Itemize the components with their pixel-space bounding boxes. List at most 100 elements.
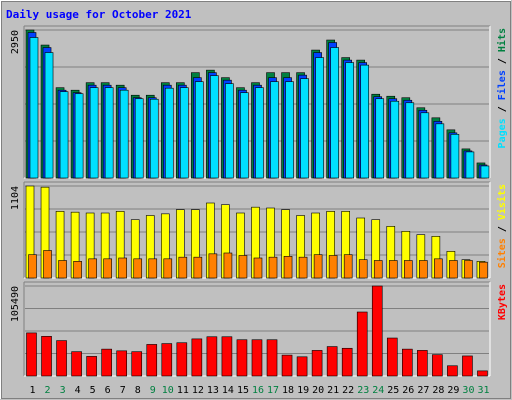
kbytes-panel-bar-kbytes-day-15 [236,339,248,377]
hits-panel-bar-pages-day-20 [315,57,324,179]
visits-panel-bar-sites-day-5 [88,258,97,279]
kbytes-panel-bar-kbytes-day-21 [326,346,338,377]
kbytes-panel: 105490 KBytes [10,281,508,377]
kbytes-panel-bar-kbytes-day-24 [371,285,383,377]
hits-panel-bar-pages-day-25 [390,100,400,179]
visits-panel-legend: Sites / Visits [496,184,508,268]
visits-panel-bar-sites-day-22 [343,254,353,279]
visits-panel-bar-sites-day-7 [118,257,127,279]
day-label-15: 15 [237,385,249,396]
kbytes-panel-bar-kbytes-day-7 [116,350,127,377]
visits-panel-bar-sites-day-17 [268,256,278,279]
kbytes-panel-bar-kbytes-day-17 [266,339,278,377]
hits-panel-bar-pages-day-19 [300,78,309,179]
hits-panel-bar-pages-day-18 [285,81,294,179]
day-label-5: 5 [90,385,96,396]
visits-panel-bar-sites-day-12 [193,256,203,279]
day-label-29: 29 [447,385,459,396]
hits-panel-bar-pages-day-16 [255,87,264,179]
hits-panel-bar-pages-day-5 [89,87,99,179]
kbytes-panel-bar-kbytes-day-18 [281,354,293,377]
kbytes-panel-bar-kbytes-day-13 [206,336,218,377]
visits-panel-bar-sites-day-20 [313,254,323,279]
visits-panel-bar-sites-day-26 [404,260,413,279]
hits-panel-bar-pages-day-22 [345,62,354,179]
visits-panel-bar-sites-day-14 [223,252,233,279]
day-label-9: 9 [150,385,156,396]
visits-panel-bar-sites-day-11 [178,256,188,279]
kbytes-panel-bar-kbytes-day-4 [71,351,82,377]
day-label-2: 2 [45,385,51,396]
chart-panels: 2950 Pages / Files / Hits 1104 Sites / Visi… [10,25,508,377]
kbytes-panel-legend: KBytes [497,284,508,320]
kbytes-panel-bar-kbytes-day-8 [131,351,143,377]
kbytes-panel-bar-kbytes-day-20 [311,350,323,377]
kbytes-panel-bar-kbytes-day-11 [176,342,188,377]
visits-panel-bar-sites-day-21 [328,255,338,279]
hits-panel-bar-pages-day-24 [375,98,385,179]
day-label-11: 11 [177,385,189,396]
day-label-7: 7 [120,385,126,396]
hits-panel-bar-pages-day-1 [29,37,39,179]
day-label-3: 3 [60,385,66,396]
kbytes-panel-bar-kbytes-day-9 [146,344,158,377]
day-label-23: 23 [357,385,369,396]
hits-panel-bar-pages-day-29 [450,134,460,179]
hits-panel-bar-pages-day-31 [480,165,490,179]
visits-panel-bar-sites-day-30 [464,260,473,279]
day-label-27: 27 [417,385,429,396]
hits-panel-bar-pages-day-21 [330,47,339,179]
day-label-14: 14 [222,385,234,396]
day-label-26: 26 [402,385,414,396]
hits-panel-bar-pages-day-9 [149,98,159,179]
day-label-18: 18 [282,385,294,396]
hits-panel-bar-pages-day-4 [74,93,84,179]
kbytes-panel-bar-kbytes-day-6 [101,348,112,377]
kbytes-panel-legend-item: KBytes [497,284,508,320]
hits-panel-bar-pages-day-6 [104,87,114,179]
visits-panel-bar-sites-day-31 [479,261,488,279]
day-label-16: 16 [252,385,264,396]
visits-panel-bar-sites-day-29 [449,260,458,279]
visits-panel-bar-sites-day-10 [163,258,173,279]
hits-panel-bar-pages-day-3 [59,91,69,179]
visits-panel: 1104 Sites / Visits [10,181,508,279]
kbytes-panel-bar-kbytes-day-1 [26,332,37,377]
visits-panel-bar-sites-day-3 [58,260,67,279]
hits-panel-bar-pages-day-11 [180,87,189,179]
visits-panel-bar-sites-day-18 [283,256,293,279]
hits-panel-bar-pages-day-7 [119,89,129,179]
visits-panel-legend-item: Visits [496,184,508,220]
day-label-25: 25 [387,385,399,396]
kbytes-panel-bar-kbytes-day-2 [41,336,52,377]
kbytes-panel-bar-kbytes-day-25 [386,337,398,377]
hits-panel-legend-item: Pages [497,118,508,148]
day-label-31: 31 [477,385,489,396]
kbytes-panel-bar-kbytes-day-30 [462,355,473,377]
hits-panel-legend-item: Files [496,70,508,100]
visits-panel-legend-item: / [497,220,508,238]
kbytes-panel-bar-kbytes-day-12 [191,338,203,377]
hits-panel-bar-pages-day-28 [435,123,445,179]
hits-panel-bar-pages-day-17 [270,81,279,179]
visits-panel-bar-sites-day-1 [28,254,37,279]
visits-panel-max-label: 1104 [10,186,21,210]
visits-panel-bar-sites-day-15 [238,255,248,279]
hits-panel-bar-pages-day-10 [164,87,174,179]
hits-panel-bar-pages-day-8 [134,98,144,179]
visits-panel-bar-sites-day-27 [419,260,428,279]
day-label-13: 13 [207,385,219,396]
hits-panel-bar-pages-day-30 [465,151,475,179]
kbytes-panel-bar-kbytes-day-27 [417,350,428,377]
day-label-24: 24 [372,385,384,396]
day-label-12: 12 [192,385,204,396]
hits-panel-legend-item: Hits [496,28,508,52]
day-label-6: 6 [105,385,111,396]
day-label-21: 21 [327,385,339,396]
day-label-1: 1 [30,385,36,396]
day-label-19: 19 [297,385,309,396]
kbytes-panel-bar-kbytes-day-16 [251,339,263,377]
hits-panel-bar-pages-day-15 [240,92,249,179]
